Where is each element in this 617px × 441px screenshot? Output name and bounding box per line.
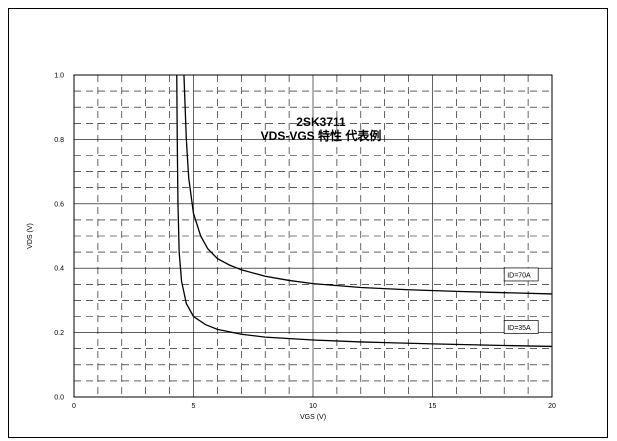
vds-vgs-chart: 2SK3711 VDS-VGS 特性 代表例 ID=70A ID=35A 0 5 10… — [27, 73, 556, 422]
chart-subtitle: VDS-VGS 特性 代表例 — [261, 128, 382, 143]
series-label: ID=70A — [507, 272, 531, 279]
x-tick-label: 15 — [429, 403, 437, 410]
chart-frame: 2SK3711 VDS-VGS 特性 代表例 ID=70A ID=35A 0 5 10… — [8, 8, 608, 438]
series-line — [176, 74, 553, 348]
y-tick-label: 1.0 — [54, 73, 64, 80]
series-labels: ID=70A ID=35A — [503, 267, 539, 334]
series-label-box — [503, 267, 539, 282]
y-axis-label: VDS (V) — [27, 223, 34, 249]
chart-title: 2SK3711 — [296, 115, 346, 129]
grid — [74, 75, 552, 397]
plot-area — [73, 74, 553, 398]
axis-ticks: 0 5 10 15 20 0.0 0.2 0.4 0.6 0.8 1.0 — [54, 73, 556, 411]
x-axis-label: VGS (V) — [300, 414, 326, 421]
y-tick-label: 0.6 — [54, 201, 64, 208]
series-group — [176, 74, 553, 348]
y-tick-label: 0.2 — [54, 330, 64, 337]
x-tick-label: 5 — [192, 403, 196, 410]
series-label: ID=35A — [507, 325, 531, 332]
x-tick-label: 20 — [548, 403, 556, 410]
y-tick-label: 0.8 — [54, 137, 64, 144]
x-tick-label: 10 — [309, 403, 317, 410]
x-tick-label: 0 — [72, 403, 76, 410]
series-line — [183, 74, 553, 295]
y-tick-label: 0.0 — [54, 395, 64, 402]
series-label-box — [503, 320, 539, 334]
y-tick-label: 0.4 — [54, 266, 64, 273]
